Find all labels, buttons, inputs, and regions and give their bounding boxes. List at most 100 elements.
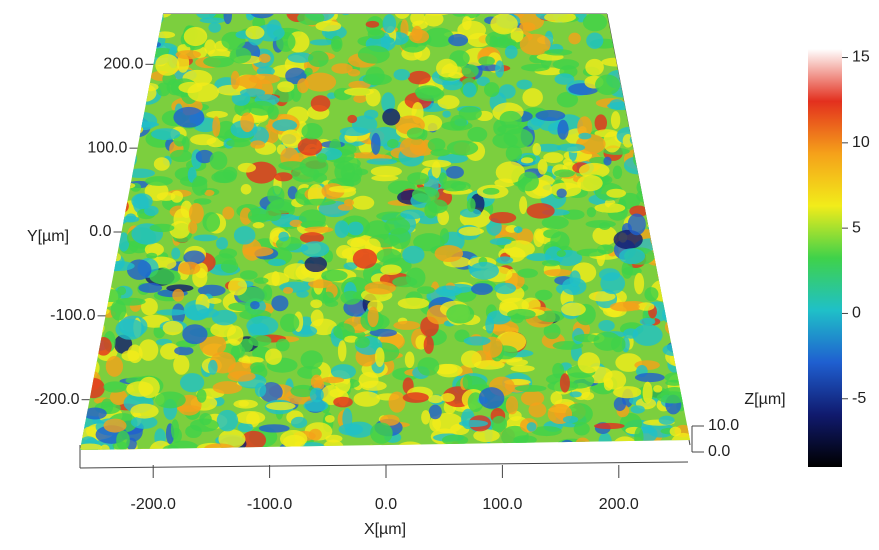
texture-blob xyxy=(603,157,611,166)
texture-blob xyxy=(347,115,357,123)
texture-blob xyxy=(100,444,110,454)
texture-blob xyxy=(171,419,179,439)
texture-blob xyxy=(138,41,161,49)
texture-blob xyxy=(304,199,336,206)
texture-blob xyxy=(673,121,687,129)
texture-blob xyxy=(403,392,429,403)
texture-blob xyxy=(661,103,693,124)
texture-blob xyxy=(666,105,690,117)
texture-blob xyxy=(638,302,655,311)
texture-blob xyxy=(88,110,99,119)
texture-blob xyxy=(676,219,688,231)
texture-blob xyxy=(660,189,689,202)
texture-blob xyxy=(637,92,668,111)
texture-blob xyxy=(663,130,676,148)
texture-blob xyxy=(231,71,240,90)
texture-blob xyxy=(658,262,675,276)
y-axis-label: Y[µm] xyxy=(27,228,69,245)
texture-blob xyxy=(607,102,636,110)
texture-blob xyxy=(597,244,614,254)
texture-blob xyxy=(93,239,105,253)
texture-blob xyxy=(208,298,222,304)
texture-blob xyxy=(72,157,87,176)
texture-blob xyxy=(366,158,397,164)
texture-blob xyxy=(565,442,596,451)
texture-blob xyxy=(474,360,505,369)
texture-blob xyxy=(515,385,547,392)
texture-blob xyxy=(177,405,201,412)
texture-blob xyxy=(62,324,93,340)
texture-blob xyxy=(648,224,671,231)
texture-blob xyxy=(72,425,81,433)
texture-blob xyxy=(400,209,425,219)
texture-blob xyxy=(72,287,88,308)
texture-blob xyxy=(322,377,345,383)
texture-blob xyxy=(578,133,591,140)
texture-blob xyxy=(70,264,87,273)
texture-blob xyxy=(408,71,431,85)
texture-blob xyxy=(188,221,197,234)
texture-blob xyxy=(679,247,693,268)
texture-blob xyxy=(107,252,121,262)
texture-blob xyxy=(265,349,282,365)
x-axis-label: X[µm] xyxy=(364,521,406,538)
texture-blob xyxy=(91,322,100,336)
texture-blob xyxy=(396,441,424,457)
texture-blob xyxy=(315,21,341,32)
texture-blob xyxy=(98,200,127,217)
texture-blob xyxy=(138,377,159,399)
texture-blob xyxy=(121,89,136,111)
texture-blob xyxy=(656,173,672,183)
texture-blob xyxy=(595,114,607,131)
texture-blob xyxy=(535,110,565,121)
texture-blob xyxy=(658,29,672,44)
texture-blob xyxy=(614,37,646,46)
texture-blob xyxy=(217,410,238,432)
texture-blob xyxy=(358,46,390,64)
texture-blob xyxy=(483,188,500,195)
texture-blob xyxy=(644,287,658,301)
texture-blob xyxy=(94,169,122,182)
colorbar xyxy=(808,49,842,467)
texture-blob xyxy=(672,69,697,88)
texture-blob xyxy=(644,106,661,125)
texture-blob xyxy=(499,84,516,99)
texture-blob xyxy=(651,233,675,242)
texture-blob xyxy=(587,207,596,217)
texture-blob xyxy=(675,25,692,46)
texture-blob xyxy=(304,68,313,76)
texture-blob xyxy=(204,443,234,453)
texture-blob xyxy=(436,285,462,296)
texture-blob xyxy=(153,6,162,16)
texture-blob xyxy=(676,256,705,270)
texture-blob xyxy=(116,103,140,118)
texture-blob xyxy=(613,436,637,454)
texture-blob xyxy=(281,129,301,146)
x-tick-label: -100.0 xyxy=(247,496,292,513)
texture-blob xyxy=(556,447,580,455)
texture-blob xyxy=(62,202,94,211)
texture-blob xyxy=(569,270,580,287)
texture-blob xyxy=(665,317,694,337)
texture-blob xyxy=(657,117,680,127)
texture-blob xyxy=(355,336,370,348)
texture-blob xyxy=(669,317,693,334)
texture-blob xyxy=(310,299,322,308)
texture-blob xyxy=(559,440,576,456)
texture-blob xyxy=(511,365,535,372)
texture-blob xyxy=(96,181,109,201)
texture-blob xyxy=(665,273,682,292)
texture-blob xyxy=(364,281,395,294)
texture-blob xyxy=(87,15,97,32)
texture-blob xyxy=(521,157,533,163)
texture-blob xyxy=(473,429,500,442)
y-tick-label: 200.0 xyxy=(103,56,143,73)
texture-blob xyxy=(72,17,102,24)
texture-blob xyxy=(659,416,675,425)
texture-blob xyxy=(673,10,704,22)
texture-blob xyxy=(662,307,675,323)
texture-blob xyxy=(496,256,513,263)
texture-blob xyxy=(451,181,471,191)
texture-blob xyxy=(436,364,462,378)
texture-blob xyxy=(682,221,704,240)
